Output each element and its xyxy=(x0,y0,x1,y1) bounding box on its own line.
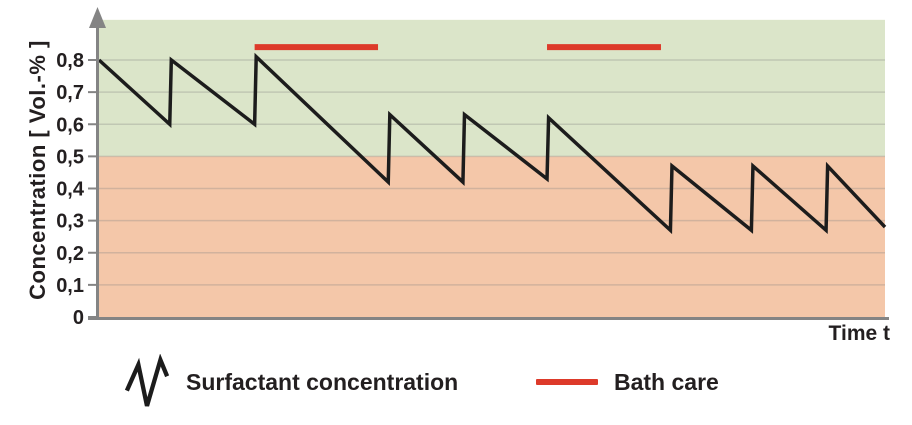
y-axis-title: Concentration [ Vol.-% ] xyxy=(25,40,50,300)
chart-legend: Surfactant concentration Bath care xyxy=(0,350,912,420)
legend-item-bath-care: Bath care xyxy=(536,352,719,412)
y-axis-arrow xyxy=(89,7,106,28)
concentration-line xyxy=(97,52,887,235)
legend-label-bath-care: Bath care xyxy=(614,368,719,395)
y-tick-label: 0 xyxy=(73,307,84,329)
y-tick-label: 0,8 xyxy=(56,50,84,72)
legend-item-surfactant: Surfactant concentration xyxy=(124,352,458,412)
bath-care-line-icon xyxy=(536,379,598,385)
concentration-chart: 0 0,1 0,2 0,3 0,4 0,5 0,6 0,7 0,8 xyxy=(56,7,889,329)
y-tick-label: 0,3 xyxy=(56,211,84,233)
y-tick-label: 0,7 xyxy=(56,82,84,104)
concentration-ok-zone xyxy=(99,19,885,157)
y-tick-label: 0,1 xyxy=(56,275,84,297)
legend-label-surfactant: Surfactant concentration xyxy=(186,368,459,395)
x-axis-title: Time t xyxy=(828,322,890,345)
y-tick-label: 0,6 xyxy=(56,114,84,136)
sawtooth-line-icon xyxy=(124,354,170,407)
y-tick-label: 0,4 xyxy=(56,179,85,201)
y-tick-label: 0,5 xyxy=(56,146,84,168)
y-tick-label: 0,2 xyxy=(56,243,84,265)
